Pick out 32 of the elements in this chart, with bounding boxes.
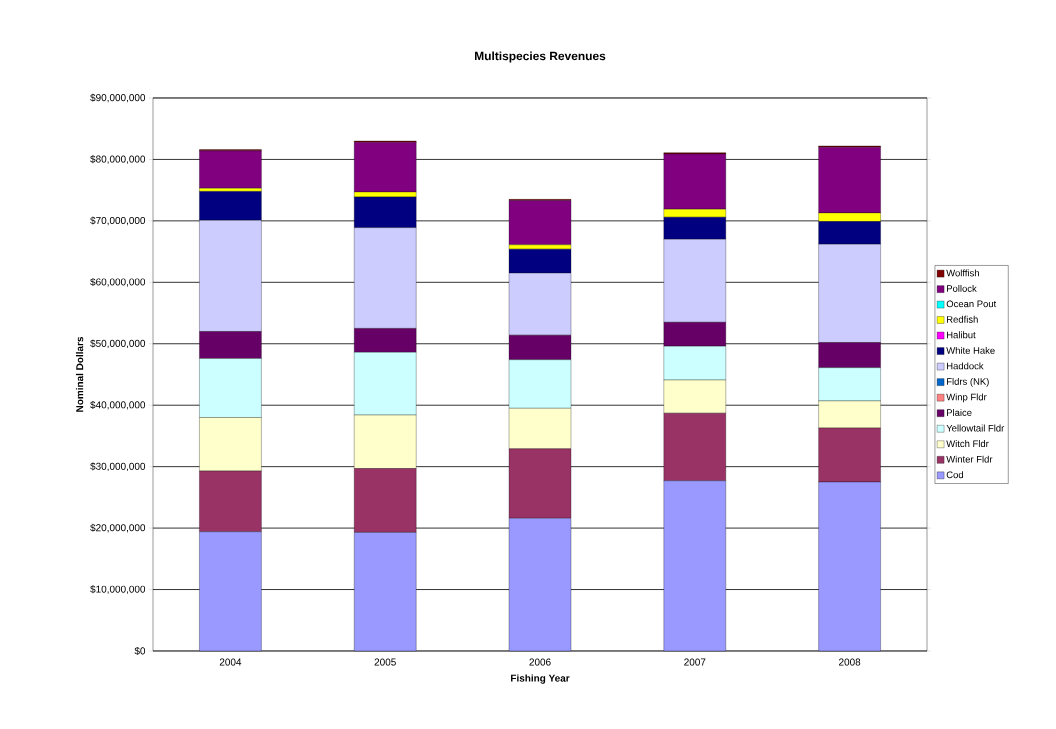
legend-label: Plaice	[947, 409, 972, 416]
legend-label: Haddock	[947, 362, 984, 370]
legend-label: White Hake	[946, 346, 995, 354]
legend-label: Ocean Pout	[946, 300, 997, 308]
y-tick-label: $0	[134, 646, 146, 656]
legend-label: Cod	[946, 471, 963, 479]
x-tick-label: 2004	[219, 658, 242, 666]
y-tick-label: $20,000,000	[90, 523, 146, 533]
x-tick-label: 2008	[839, 658, 861, 666]
y-tick-label: $90,000,000	[90, 93, 146, 103]
y-tick-label: $60,000,000	[90, 277, 146, 287]
legend-label: Fldrs (NK)	[947, 377, 989, 387]
legend-label: Pollock	[947, 284, 977, 292]
legend-label: Wolffish	[946, 269, 979, 277]
y-tick-label: $70,000,000	[90, 216, 146, 226]
y-axis-title: Nominal Dollars	[75, 336, 84, 412]
chart-title: Multispecies Revenues	[475, 51, 606, 63]
x-axis-title: Fishing Year	[511, 674, 570, 684]
legend-label: Redfish	[947, 315, 978, 323]
legend-label: Yellowtail Fldr	[946, 424, 1005, 432]
y-tick-label: $50,000,000	[90, 339, 146, 349]
legend-label: Winp Fldr	[946, 393, 987, 403]
y-tick-label: $10,000,000	[90, 585, 146, 594]
legend-label: Winter Fldr	[946, 455, 993, 463]
y-tick-label: $30,000,000	[90, 462, 146, 471]
y-tick-label: $80,000,000	[90, 155, 146, 164]
y-tick-label: $40,000,000	[90, 400, 146, 410]
legend-label: Halibut	[947, 331, 976, 339]
legend-label: Witch Fldr	[946, 440, 989, 448]
x-tick-label: 2006	[529, 658, 551, 666]
x-tick-label: 2005	[374, 658, 396, 666]
x-tick-label: 2007	[684, 658, 706, 666]
